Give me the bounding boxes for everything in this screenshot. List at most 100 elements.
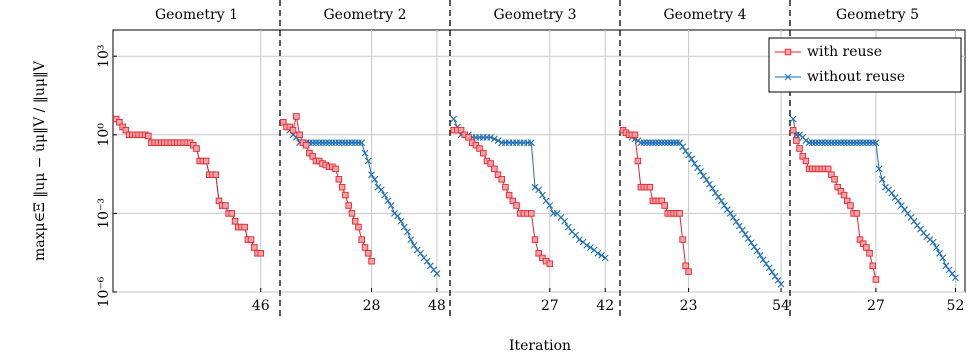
data-point xyxy=(847,139,854,147)
data-point xyxy=(539,254,546,262)
x-tick-label: 52 xyxy=(947,298,965,314)
data-point xyxy=(494,171,502,178)
data-point xyxy=(753,247,761,255)
data-point xyxy=(358,139,366,147)
data-point xyxy=(531,236,539,243)
legend-label: without reuse xyxy=(807,69,905,85)
x-tick-label: 46 xyxy=(252,298,270,314)
data-point xyxy=(222,202,229,209)
data-point xyxy=(646,183,654,191)
data-point xyxy=(487,160,494,167)
data-point xyxy=(789,126,797,134)
data-point xyxy=(502,183,509,191)
x-tick-label: 27 xyxy=(541,298,559,314)
data-point xyxy=(145,132,152,140)
data-point xyxy=(697,168,704,175)
data-point xyxy=(361,244,369,251)
data-point xyxy=(649,139,657,147)
x-axis-label: Iteration xyxy=(509,338,571,354)
data-point xyxy=(805,139,813,147)
data-point xyxy=(457,126,465,134)
data-point xyxy=(193,145,200,152)
data-point xyxy=(750,243,758,251)
line xyxy=(792,130,877,280)
series xyxy=(112,115,264,257)
legend-box xyxy=(768,37,962,93)
data-point xyxy=(450,115,458,123)
data-point xyxy=(762,260,770,268)
data-point xyxy=(646,139,654,147)
data-point xyxy=(202,157,210,165)
series xyxy=(619,126,692,275)
data-point xyxy=(808,139,816,147)
data-point xyxy=(863,244,870,251)
data-point xyxy=(771,272,779,280)
line xyxy=(115,118,261,254)
data-point xyxy=(247,236,255,243)
data-point xyxy=(729,214,737,221)
data-point xyxy=(715,193,722,201)
data-point xyxy=(709,185,716,192)
data-point xyxy=(387,202,395,209)
data-point xyxy=(824,139,832,147)
data-point xyxy=(640,139,648,147)
x-tick-label: 54 xyxy=(772,298,790,314)
data-point xyxy=(594,249,602,257)
data-point xyxy=(251,244,258,251)
data-point xyxy=(691,160,698,167)
data-point xyxy=(726,210,734,217)
line xyxy=(115,118,261,254)
data-point xyxy=(345,202,352,209)
data-point xyxy=(535,250,542,257)
data-point xyxy=(685,151,692,159)
data-point xyxy=(840,191,848,199)
x-tick-label: 48 xyxy=(428,298,446,314)
data-point xyxy=(756,251,764,259)
data-point xyxy=(661,139,669,147)
data-point xyxy=(765,264,773,272)
data-point xyxy=(843,139,851,147)
data-point xyxy=(643,139,651,147)
data-point xyxy=(575,236,583,243)
data-point xyxy=(601,254,609,262)
data-point xyxy=(853,210,861,217)
data-point xyxy=(231,218,239,225)
data-point xyxy=(875,165,883,173)
data-point xyxy=(661,202,668,209)
data-point xyxy=(732,218,740,226)
data-point xyxy=(368,257,375,265)
data-point xyxy=(289,126,297,134)
data-point xyxy=(528,210,535,217)
legend-label: with reuse xyxy=(807,44,882,60)
panel-title: Geometry 5 xyxy=(836,7,919,23)
data-point xyxy=(358,236,365,243)
series xyxy=(280,113,375,265)
data-point xyxy=(759,256,767,264)
data-point xyxy=(394,212,402,220)
panel-title: Geometry 3 xyxy=(493,7,576,23)
data-point xyxy=(866,139,873,147)
x-tick-label: 42 xyxy=(596,298,614,314)
series xyxy=(450,115,609,262)
data-point xyxy=(509,197,517,205)
data-point xyxy=(561,217,568,225)
data-point xyxy=(348,210,356,217)
data-point xyxy=(433,270,441,278)
data-point xyxy=(546,202,554,209)
data-point xyxy=(840,139,848,147)
data-point xyxy=(802,137,810,145)
data-point xyxy=(410,242,418,249)
panel-title: Geometry 4 xyxy=(663,7,746,23)
data-point xyxy=(904,210,912,217)
y-tick-label: 10⁻³ xyxy=(96,198,112,229)
data-point xyxy=(862,139,870,147)
data-point xyxy=(818,139,826,147)
series xyxy=(279,118,441,278)
data-point xyxy=(426,262,434,270)
data-point xyxy=(831,176,838,183)
data-point xyxy=(847,202,854,209)
data-point xyxy=(404,228,411,236)
data-point xyxy=(688,155,695,163)
data-point xyxy=(491,165,498,173)
